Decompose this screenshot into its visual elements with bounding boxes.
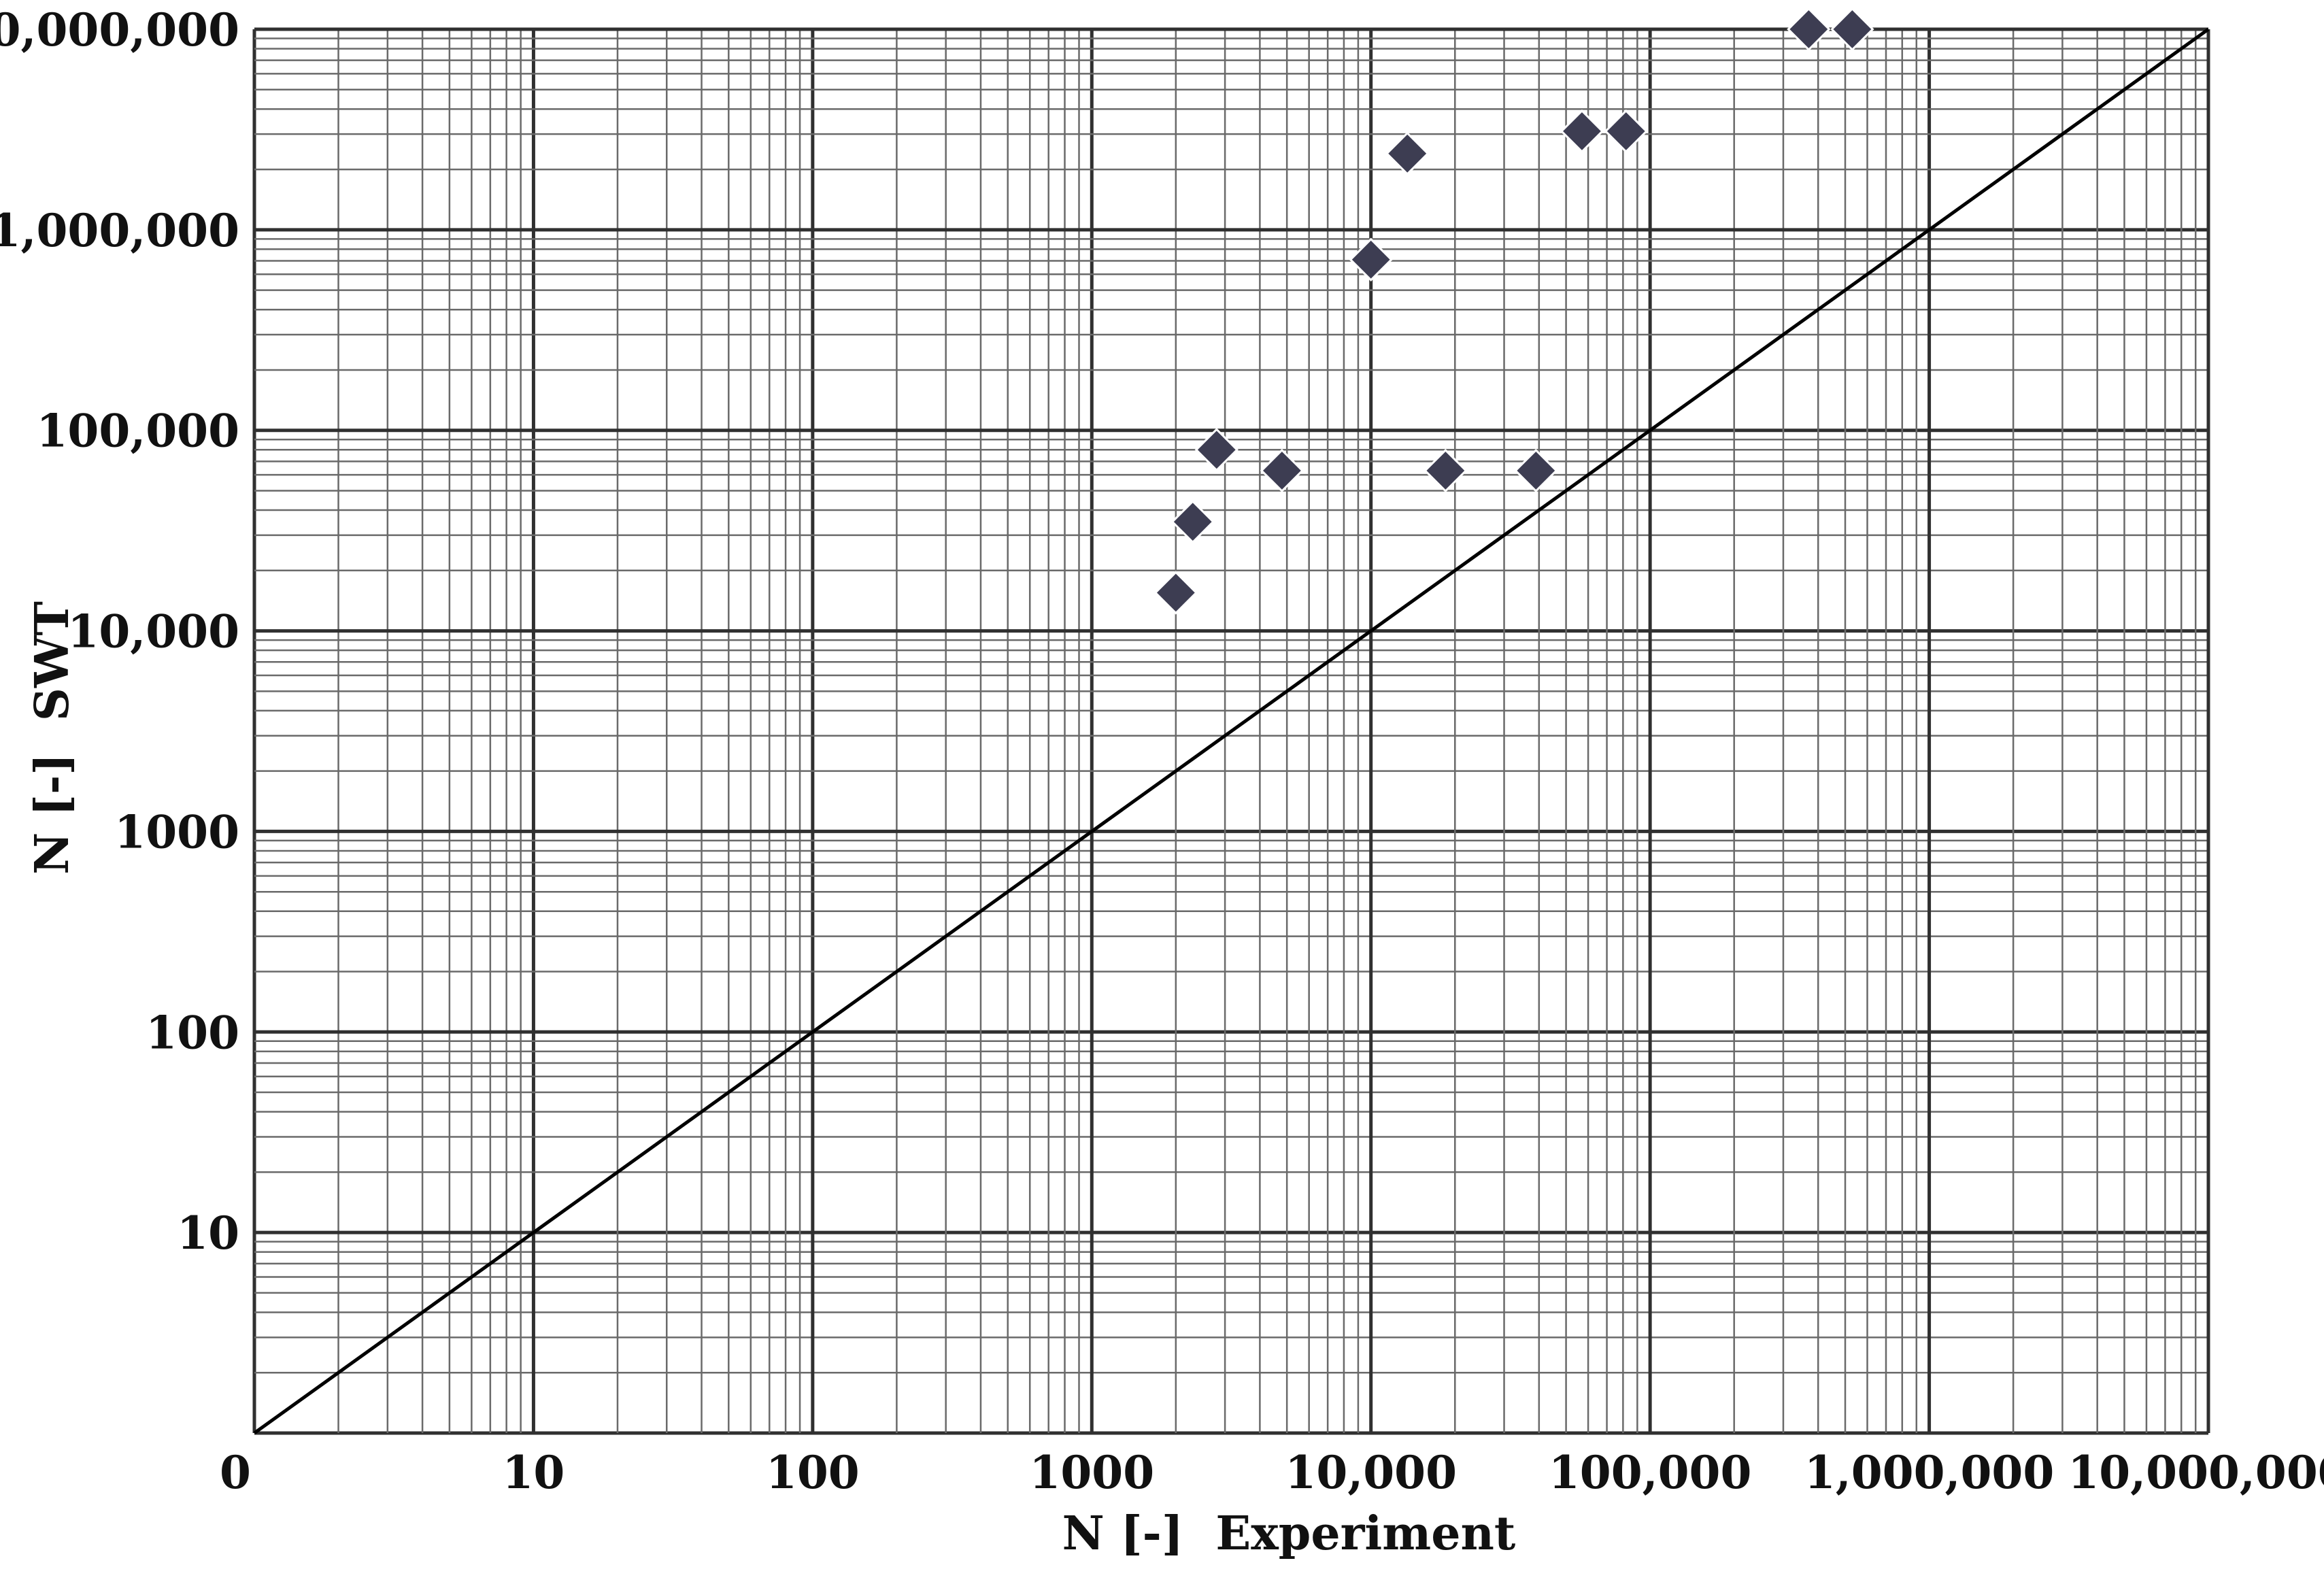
data-point-diamond: [1514, 448, 1558, 493]
x-tick-label: 1,000,000: [1804, 1446, 2054, 1499]
data-point-diamond: [1194, 428, 1239, 472]
x-tick-label: 100: [766, 1446, 860, 1499]
x-axis-title: N [-] Experiment: [1062, 1507, 1516, 1561]
x-tick-label: 0: [220, 1446, 251, 1499]
y-tick-label: 100,000: [36, 405, 239, 458]
data-point-diamond: [1604, 109, 1648, 154]
data-point-diamond: [1260, 448, 1304, 493]
y-tick-label: 10: [177, 1207, 239, 1260]
data-point-diamond: [1171, 500, 1215, 544]
data-point-diamond: [1830, 7, 1874, 52]
data-point-diamond: [1560, 109, 1604, 154]
y-tick-label: 1,000,000: [0, 204, 239, 257]
y-tick-label: 1000: [114, 805, 239, 858]
data-point-diamond: [1424, 448, 1468, 493]
grid-lines: [252, 27, 2210, 1435]
x-axis-tick-labels: 0 10 100 1000 10,000 100,000 1,000,000 1…: [220, 1446, 2324, 1499]
x-tick-label: 10: [502, 1446, 565, 1499]
data-point-diamond: [1787, 7, 1831, 52]
y-tick-label: 100: [146, 1006, 239, 1059]
x-tick-label: 1000: [1029, 1446, 1154, 1499]
y-axis-title: N [-] SWT: [25, 601, 80, 875]
data-point-diamond: [1385, 131, 1430, 175]
x-tick-label: 10,000: [1285, 1446, 1457, 1499]
data-points: [1153, 7, 1874, 615]
data-point-diamond: [1153, 571, 1198, 615]
data-point-diamond: [1349, 237, 1393, 282]
x-tick-label: 100,000: [1549, 1446, 1752, 1499]
y-axis-tick-labels: 10 100 1000 10,000 100,000 1,000,000 10,…: [0, 3, 239, 1260]
reference-line-y-equals-x: [253, 27, 2210, 1435]
y-tick-label: 10,000: [67, 605, 239, 658]
y-tick-label: 10,000,000: [0, 3, 239, 56]
x-tick-label: 10,000,000: [2068, 1446, 2324, 1499]
